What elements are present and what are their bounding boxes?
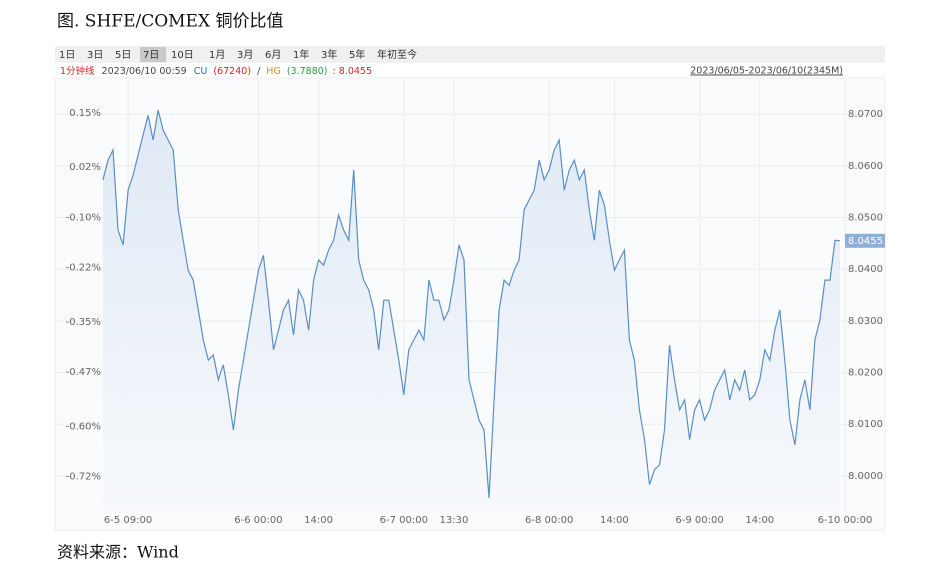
x-tick-label: 13:30 — [440, 515, 469, 526]
end-label-box — [845, 233, 885, 248]
x-tick-label: 6-8 00:00 — [525, 515, 573, 526]
time: 2023/06/10 00:59 — [102, 66, 187, 77]
y2-tick-label: 8.0200 — [848, 368, 883, 379]
range: 2023/06/05-2023/06/10(2345M) — [690, 66, 843, 77]
x-tick-label: 6-5 09:00 — [104, 515, 152, 526]
hg-price: (3.7880) — [287, 66, 328, 77]
x-tick-label: 6-6 00:00 — [234, 515, 282, 526]
range-button[interactable]: 3月 — [237, 49, 253, 61]
x-tick-label: 6-7 00:00 — [380, 515, 428, 526]
area — [103, 110, 840, 510]
x-tick-label: 6-9 00:00 — [675, 515, 723, 526]
hg: HG — [266, 66, 281, 77]
range-button[interactable]: 1月 — [209, 49, 225, 61]
range-button[interactable]: 年初至今 — [377, 48, 417, 61]
range-button[interactable]: 3日 — [87, 50, 103, 61]
range-button[interactable]: 6月 — [265, 49, 281, 61]
y2-tick-label: 8.0500 — [848, 213, 883, 224]
y-tick-label: 0.15% — [69, 108, 101, 119]
cu: CU — [194, 66, 208, 77]
y2-tick-label: 8.0400 — [848, 264, 883, 275]
active-button — [140, 47, 166, 62]
x-tick-label: 14:00 — [745, 515, 774, 526]
range-button[interactable]: 5年 — [349, 48, 365, 61]
range-button[interactable]: 1日 — [59, 50, 75, 61]
cu-price: (67240) — [213, 66, 251, 77]
range-button[interactable]: 3年 — [321, 48, 337, 61]
range-button[interactable]: 7日 — [143, 50, 159, 61]
source: 资料来源：Wind — [57, 543, 179, 562]
y-tick-label: -0.10% — [66, 212, 101, 223]
x-tick-label: 14:00 — [304, 515, 333, 526]
x-tick-label: 6-10 00:00 — [818, 515, 873, 526]
range-button[interactable]: 10日 — [171, 50, 194, 61]
y-tick-label: -0.72% — [66, 472, 101, 483]
ratio: : 8.0455 — [333, 66, 372, 77]
y-tick-label: -0.47% — [66, 367, 101, 378]
y-tick-label: -0.22% — [66, 263, 101, 274]
y2-tick-label: 8.0300 — [848, 316, 883, 327]
y2-tick-label: 8.0100 — [848, 419, 883, 430]
title: 图. SHFE/COMEX 铜价比值 — [57, 12, 283, 32]
toolbar — [55, 46, 885, 63]
y2-tick-label: 8.0700 — [848, 109, 883, 120]
line — [102, 109, 841, 499]
info-line: 1分钟线 2023/06/10 00:59 CU (67240) / HG (3… — [60, 65, 372, 77]
y-tick-label: -0.60% — [66, 421, 101, 432]
range-button[interactable]: 5日 — [115, 50, 131, 61]
y2-tick-label: 8.0000 — [848, 471, 883, 482]
y-tick-label: -0.35% — [66, 317, 101, 328]
interval: 1分钟线 — [60, 65, 95, 77]
y-tick-label: 0.02% — [69, 162, 101, 173]
x-tick-label: 14:00 — [600, 515, 629, 526]
range-button[interactable]: 1年 — [293, 48, 309, 61]
end-label: 8.0455 — [848, 236, 883, 247]
y2-tick-label: 8.0600 — [848, 161, 883, 172]
sep: / — [257, 66, 261, 77]
